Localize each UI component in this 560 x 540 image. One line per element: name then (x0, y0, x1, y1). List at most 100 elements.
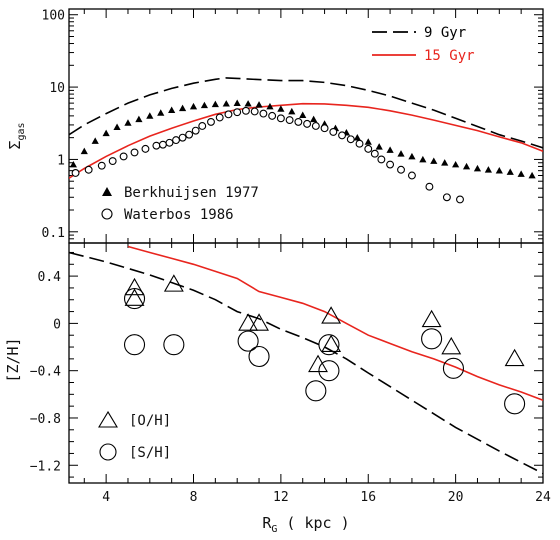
top-series-berkhuijsen-1977-point (452, 160, 460, 168)
top-series-berkhuijsen-1977-point (200, 101, 209, 109)
bottom-series-o-h-point (124, 288, 145, 306)
bottom-series-s-h-point (421, 328, 443, 350)
x-axis-label-symbol: R (262, 514, 272, 532)
top-series-berkhuijsen-1977-point (288, 107, 296, 115)
top-series-waterbos-1986-point (370, 149, 379, 158)
bottom-x-tick-label: 16 (360, 490, 376, 505)
top-series-waterbos-1986-point (311, 122, 320, 130)
bottom-frame (68, 242, 544, 484)
bottom-series-9-gyr-line (69, 251, 543, 475)
legend-swatch-berkhuijsen (102, 187, 112, 196)
top-series-waterbos-1986-point (355, 139, 364, 148)
top-series-waterbos-1986-point (250, 107, 259, 116)
top-series-berkhuijsen-1977-point (222, 100, 230, 107)
bottom-series-o-h-point (124, 277, 145, 296)
top-series-waterbos-1986-point (185, 130, 194, 139)
top-series-waterbos-1986-point (386, 160, 395, 169)
legend-swatch-o-h (98, 410, 118, 428)
top-y-tick-label: 1 (57, 153, 65, 168)
top-series-berkhuijsen-1977-point (124, 119, 132, 126)
top-series-waterbos-1986-point (178, 133, 187, 142)
top-series-waterbos-1986-point (425, 182, 434, 191)
top-series-waterbos-1986-point (276, 114, 285, 123)
top-y-axis-label-symbol: Σ (6, 141, 24, 150)
bottom-series-o-h-point (238, 313, 259, 331)
top-series-waterbos-1986-point (71, 169, 80, 177)
top-series-waterbos-1986-point (303, 119, 312, 128)
top-series-berkhuijsen-1977-point (397, 150, 405, 157)
top-series-waterbos-1986-point (442, 193, 451, 202)
top-series-berkhuijsen-1977-point (168, 106, 176, 114)
top-series-waterbos-1986-point (152, 141, 161, 150)
top-series-berkhuijsen-1977-point (189, 102, 198, 110)
legend-swatch-s-h (99, 443, 117, 461)
top-series-waterbos-1986-point (198, 122, 207, 130)
bottom-legend: [O/H] [S/H] (98, 410, 171, 461)
top-y-tick-label: 0.1 (42, 226, 65, 241)
bottom-y-tick-label: −1.2 (30, 459, 61, 474)
bottom-x-tick-label: 12 (273, 490, 289, 505)
bottom-x-tick-label: 4 (102, 490, 110, 505)
legend-label-o-h: [O/H] (129, 413, 171, 429)
bottom-series-s-h-point (318, 334, 340, 356)
bottom-series-o-h-point (249, 313, 269, 331)
top-series-berkhuijsen-1977-point (211, 100, 219, 108)
top-y-axis-label: Σgas (6, 122, 27, 149)
top-series-waterbos-1986-point (141, 144, 150, 153)
top-series-waterbos-1986-point (172, 136, 180, 145)
top-series-berkhuijsen-1977-point (386, 146, 394, 153)
top-series-waterbos-1986-point (224, 110, 233, 119)
top-series-waterbos-1986-point (259, 109, 268, 118)
top-series-waterbos-1986-point (338, 131, 346, 140)
top-series-waterbos-1986-point (130, 148, 139, 157)
top-series-waterbos-1986-point (215, 113, 224, 122)
top-series-waterbos-1986-point (207, 117, 215, 126)
bottom-series-s-h-point (318, 360, 340, 382)
top-series-berkhuijsen-1977-point (375, 143, 383, 150)
top-series-waterbos-1986-point (329, 127, 338, 136)
bottom-series-o-h-point (321, 334, 342, 352)
top-series-berkhuijsen-1977-point (102, 129, 110, 137)
top-series-waterbos-1986-point (294, 117, 303, 126)
top-series-waterbos-1986-point (268, 111, 277, 120)
bottom-x-tick-label: 8 (190, 490, 198, 505)
top-series-15-gyr-line (69, 102, 543, 179)
top-series-berkhuijsen-1977-point (80, 147, 88, 155)
bottom-y-tick-label: 0.4 (38, 270, 62, 285)
top-series-berkhuijsen-1977-point (233, 99, 241, 107)
bottom-series-s-h-point (123, 288, 146, 310)
bottom-series-s-h-point (163, 334, 185, 356)
top-series-waterbos-1986-point (407, 171, 416, 180)
top-series-berkhuijsen-1977-point (244, 100, 252, 107)
x-axis-label: RG ( kpc ) (262, 514, 349, 535)
top-series-berkhuijsen-1977-point (69, 160, 77, 168)
top-series-berkhuijsen-1977-point (441, 159, 449, 166)
top-series-waterbos-1986-point (191, 126, 200, 135)
legend-label-9-gyr: 9 Gyr (424, 25, 466, 41)
top-series-waterbos-1986-point (233, 108, 242, 117)
top-series-waterbos-1986-point (377, 155, 386, 164)
top-series-berkhuijsen-1977-point (178, 104, 187, 112)
top-y-tick-label: 100 (42, 9, 65, 24)
legend-label-s-h: [S/H] (129, 445, 171, 461)
bottom-y-tick-label: 0 (53, 317, 61, 332)
top-series-berkhuijsen-1977-point (517, 170, 525, 177)
top-series-berkhuijsen-1977-point (255, 101, 263, 108)
top-series-waterbos-1986-point (346, 135, 355, 144)
top-series-waterbos-1986-point (158, 140, 167, 149)
top-series-waterbos-1986-point (84, 165, 93, 174)
top-series-waterbos-1986-point (165, 138, 174, 147)
legend-label-berkhuijsen: Berkhuijsen 1977 (124, 185, 259, 201)
top-series-berkhuijsen-1977-point (473, 164, 482, 172)
top-series-berkhuijsen-1977-point (495, 167, 503, 174)
top-legend: 9 Gyr 15 Gyr Berkhuijsen 1977 Waterbos 1986 (101, 25, 475, 223)
top-series-berkhuijsen-1977-point (113, 123, 121, 130)
top-series-waterbos-1986-point (285, 116, 294, 125)
top-series-berkhuijsen-1977-point (157, 109, 165, 116)
top-series-berkhuijsen-1977-point (462, 162, 471, 170)
legend-label-waterbos: Waterbos 1986 (124, 207, 234, 223)
top-series-berkhuijsen-1977-point (146, 112, 154, 119)
bottom-series-s-h-point (248, 345, 270, 368)
top-series-berkhuijsen-1977-point (277, 105, 285, 112)
